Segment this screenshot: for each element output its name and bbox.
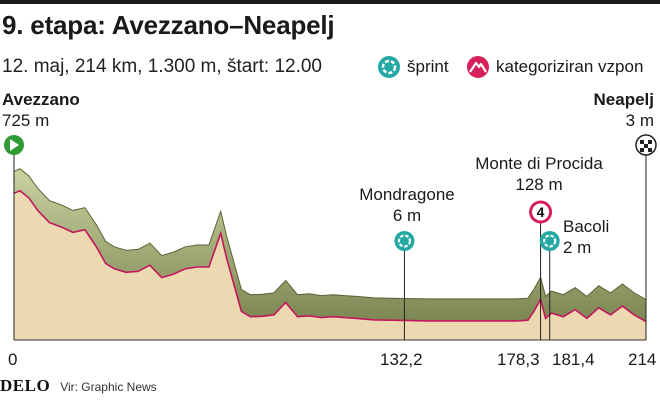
chart-title: 9. etapa: Avezzano–Neapelj (2, 10, 335, 40)
start-elevation: 725 m (2, 111, 50, 130)
legend-climb: kategoriziran vzpon (466, 55, 643, 79)
mountain-icon (467, 56, 489, 78)
profile-area (14, 190, 646, 340)
start-flag-icon (4, 135, 24, 155)
km-tick-procida: 178,3 (497, 350, 540, 369)
poi-monte-di-procida: Monte di Procida 128 m (468, 153, 610, 195)
poi-elevation: 6 m (392, 206, 422, 225)
start-label: Avezzano 725 m (2, 89, 80, 131)
chart-subtitle: 12. maj, 214 km, 1.300 m, štart: 12.00 (2, 56, 322, 77)
delo-logo: DELO (0, 376, 51, 395)
legend-sprint: šprint (377, 55, 449, 79)
km-tick-start: 0 (8, 350, 18, 369)
km-tick-mondragone: 132,2 (380, 350, 423, 369)
poi-name: Monte di Procida (475, 154, 603, 173)
finish-name: Neapelj (593, 90, 654, 109)
poi-elevation: 2 m (563, 238, 592, 257)
footer: DELO Vir: Graphic News (0, 376, 157, 396)
profile-3d-side (14, 168, 646, 322)
profile-line (13, 189, 647, 323)
legend-climb-label: kategoriziran vzpon (496, 57, 644, 76)
km-tick-finish: 214 (628, 350, 657, 369)
legend-sprint-label: šprint (407, 57, 449, 76)
top-rule (0, 0, 660, 4)
poi-name: Bacoli (563, 217, 610, 236)
climb-category-label: 4 (537, 204, 545, 220)
finish-flag-icon (635, 134, 657, 156)
finish-elevation: 3 m (625, 111, 654, 130)
finish-label: Neapelj 3 m (594, 89, 654, 131)
poi-bacoli: Bacoli 2 m (563, 216, 609, 258)
sprint-icon (378, 56, 400, 78)
sprint-icon (394, 231, 415, 251)
start-name: Avezzano (2, 90, 80, 109)
source-note: Vir: Graphic News (60, 380, 157, 394)
sprint-icon (539, 231, 560, 251)
climb-category-icon: 4 (529, 200, 553, 224)
km-tick-bacoli: 181,4 (552, 350, 595, 369)
poi-mondragone: Mondragone 6 m (354, 184, 460, 226)
poi-name: Mondragone (359, 185, 455, 204)
poi-elevation: 128 m (515, 175, 563, 194)
profile-top-edge (13, 168, 647, 300)
